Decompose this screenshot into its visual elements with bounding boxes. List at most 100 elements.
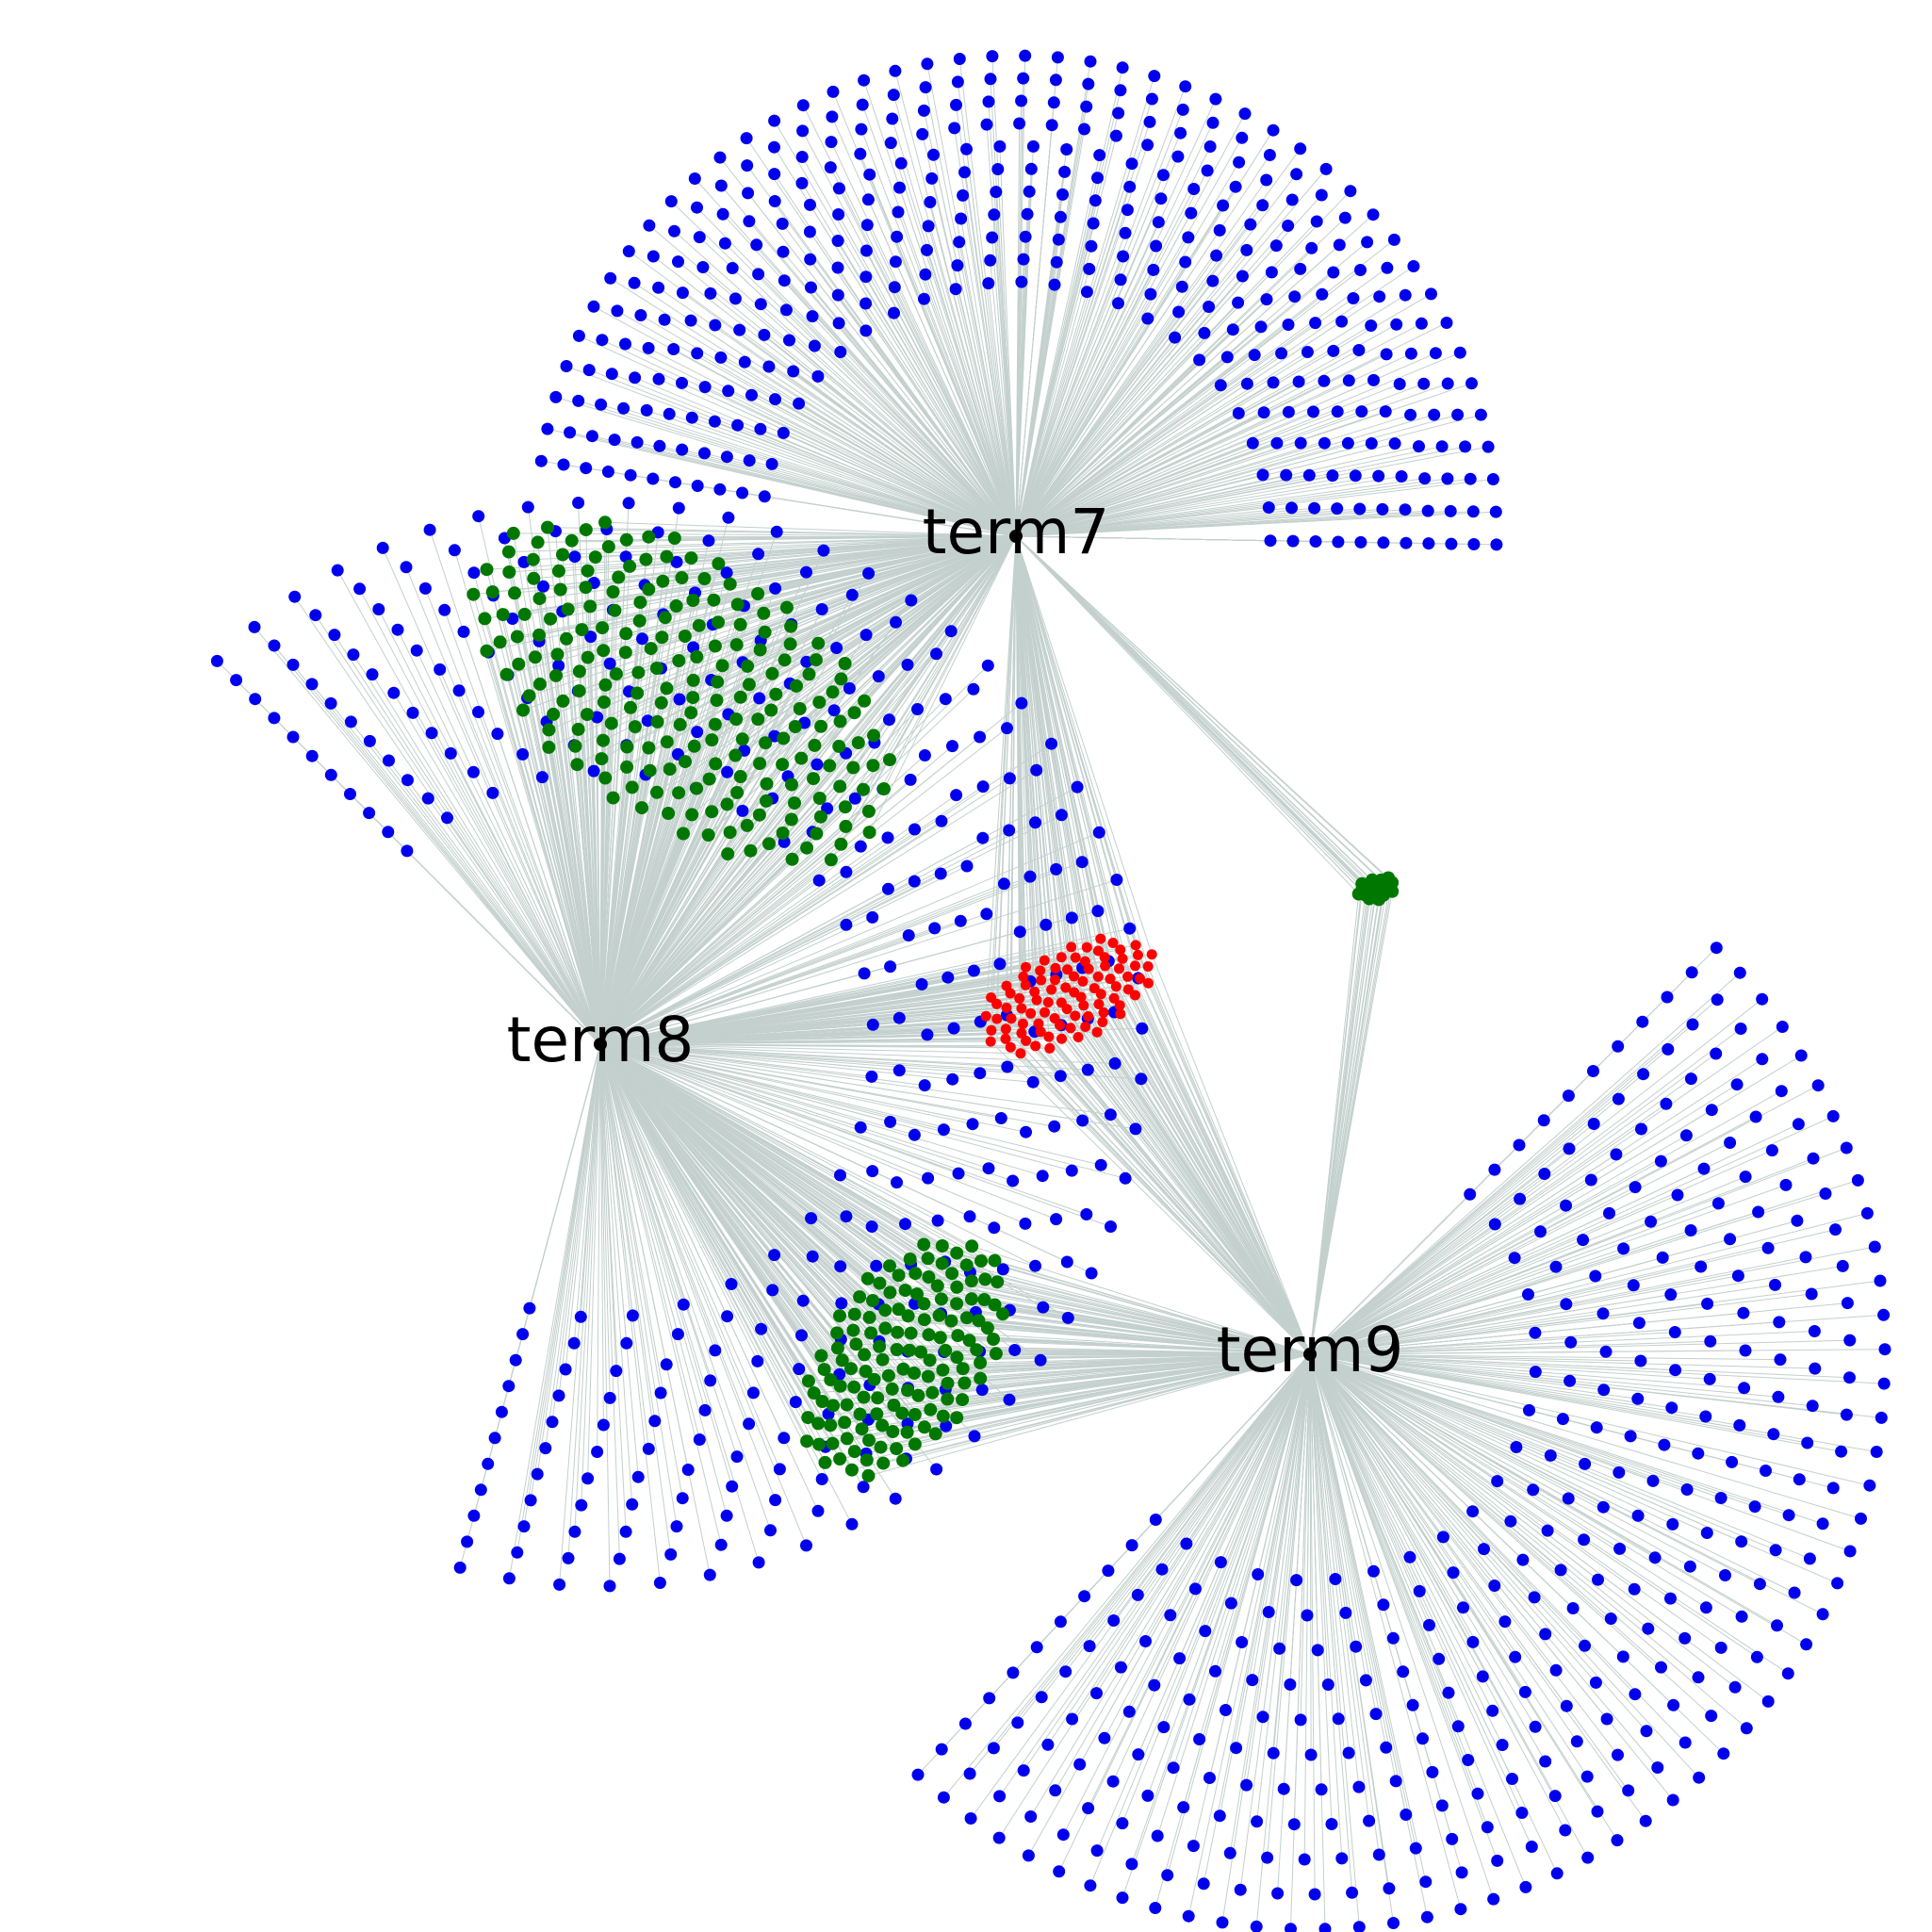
node-term7-only	[831, 261, 844, 274]
edge	[1040, 1353, 1311, 1698]
node-term7-only	[1236, 270, 1249, 283]
node-term7-term8	[598, 771, 613, 785]
node-term7-only	[768, 140, 780, 154]
node-term7-term8-term9	[1056, 952, 1067, 963]
node-term9-only	[1730, 1078, 1744, 1091]
node-term8-term9	[881, 1368, 895, 1383]
node-term7-term8	[502, 565, 516, 579]
node-term7-term8	[811, 636, 826, 650]
node-term7-only	[1078, 123, 1090, 136]
edge	[599, 833, 684, 1045]
node-term9-only	[1406, 1698, 1419, 1711]
edge	[1309, 1353, 1547, 1762]
edge	[1309, 1353, 1350, 1754]
edge	[599, 1043, 886, 1329]
node-term7-term8-term9	[1099, 952, 1110, 963]
edge	[599, 1043, 1136, 1130]
edge	[1309, 1103, 1667, 1355]
edge	[1072, 1353, 1311, 1720]
edge	[599, 1043, 1087, 1215]
node-term9-only	[1617, 1242, 1630, 1255]
node-term9-only	[964, 1812, 977, 1825]
edge	[1309, 1115, 1834, 1355]
edge	[599, 700, 865, 1045]
edge	[924, 1244, 1311, 1355]
edge	[1309, 1314, 1884, 1355]
node-term7-only	[729, 292, 742, 305]
node-term7-only	[796, 124, 810, 138]
node-term7-only	[1367, 373, 1380, 386]
node-term7-only	[1474, 408, 1487, 421]
edge	[508, 571, 601, 1045]
node-term8-only	[866, 1165, 879, 1178]
node-term9-only	[1705, 1104, 1718, 1117]
node-term9-only	[1220, 1704, 1232, 1716]
edge	[718, 535, 1017, 565]
node-term7-term8	[686, 594, 700, 607]
node-term9-only	[1007, 1666, 1020, 1679]
node-term9-only	[1549, 1663, 1563, 1677]
node-term8-term9	[876, 1352, 890, 1367]
hub-term8[interactable]: term8	[507, 1004, 695, 1076]
node-term9-only	[1277, 1782, 1290, 1795]
edge	[599, 1043, 1072, 1171]
node-term8-only	[946, 1072, 959, 1086]
node-term8-only	[677, 1298, 690, 1311]
edge	[1309, 1353, 1736, 1688]
edge	[745, 138, 1017, 537]
edge	[1104, 1353, 1311, 1739]
node-term9-only	[1529, 1326, 1542, 1339]
node-term7-term8	[565, 533, 579, 548]
node-term7-only	[714, 179, 728, 192]
node-term7-only	[720, 450, 733, 464]
node-term9-only	[1290, 1574, 1303, 1587]
node-term7-term8	[705, 733, 719, 747]
node-term7-term8	[723, 577, 737, 591]
node-term8-term9	[844, 1463, 859, 1477]
node-term7-only	[1047, 96, 1060, 109]
node-term7-term8-term9	[1029, 986, 1040, 997]
node-term7-only	[1267, 123, 1280, 137]
edge	[1221, 1353, 1311, 1923]
node-term8-only	[911, 703, 924, 715]
node-term8-only	[764, 1524, 777, 1537]
node-term8-only	[249, 693, 262, 706]
node-term7-term8	[501, 545, 516, 559]
node-term8-only	[1123, 922, 1137, 935]
node-term9-only	[1224, 1596, 1237, 1610]
hub-term9[interactable]: term9	[1217, 1314, 1404, 1386]
node-term7-only	[1344, 185, 1357, 198]
edge	[1309, 1353, 1851, 1552]
edge	[416, 649, 601, 1045]
node-term9-only	[1197, 1877, 1210, 1891]
node-term7-term8-term9	[1079, 956, 1090, 967]
edge	[1015, 535, 1373, 881]
edge	[431, 732, 601, 1045]
edge	[1309, 1353, 1674, 1525]
node-term9-only	[1651, 1761, 1664, 1774]
node-term7-only	[742, 187, 755, 200]
node-term9-only	[937, 1791, 950, 1804]
node-term9-only	[1587, 1065, 1599, 1077]
node-term9-only	[1724, 1137, 1737, 1149]
node-term7-only	[993, 139, 1007, 153]
node-term8-only	[546, 1416, 559, 1429]
node-term9-only	[1187, 1840, 1200, 1853]
node-term7-term8	[467, 587, 481, 601]
node-term7-term8-term9	[1117, 953, 1128, 964]
node-term8-term9	[876, 1418, 890, 1433]
edge	[599, 644, 738, 1045]
node-term9-only	[935, 1743, 948, 1756]
edge	[602, 535, 1017, 742]
node-term7-only	[886, 112, 899, 125]
node-term9-only	[1587, 1118, 1600, 1130]
hubs-layer: term7 term8 term9	[507, 496, 1404, 1386]
node-term7-term8-term9	[986, 992, 997, 1003]
edge	[1156, 1353, 1311, 1837]
node-term7-only	[826, 110, 839, 123]
node-term7-only	[1422, 537, 1435, 550]
node-term9-only	[1692, 1447, 1705, 1460]
node-term7-term8-term9	[1056, 1033, 1067, 1044]
hub-term7[interactable]: term7	[923, 496, 1110, 568]
node-term8-only	[521, 500, 534, 514]
